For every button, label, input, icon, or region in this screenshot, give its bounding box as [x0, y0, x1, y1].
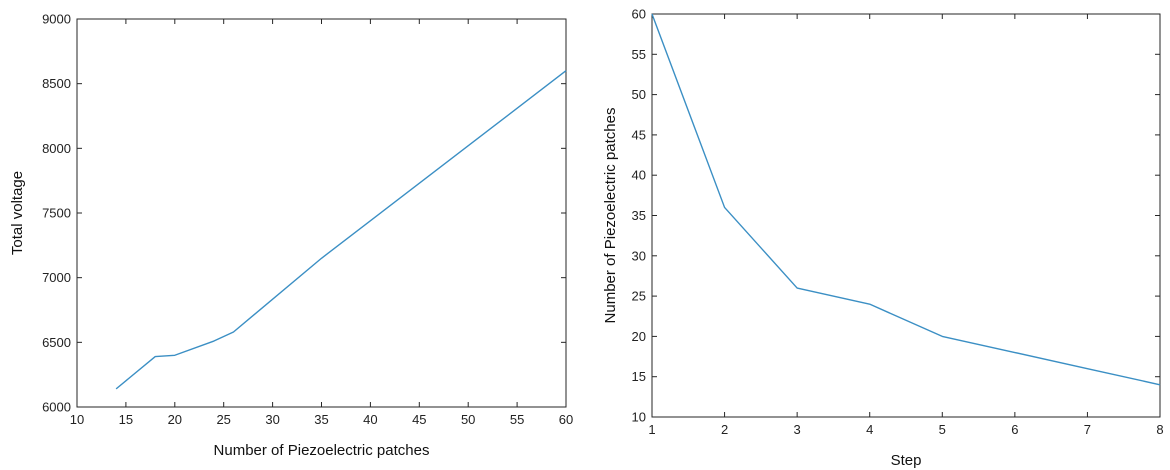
- x-tick-label: 50: [461, 412, 475, 427]
- y-tick-label: 35: [632, 208, 646, 223]
- patches-chart-svg: 1 2 3 4 5 6 7 81015202530354045505560StepNumber…: [602, 7, 1164, 470]
- x-tick-label: 3: [794, 422, 801, 437]
- x-tick-label: 60: [559, 412, 573, 427]
- x-tick-label: 8: [1156, 422, 1163, 437]
- plot-area-frame: [76, 18, 567, 408]
- y-tick-label: 30: [632, 248, 646, 263]
- series-line: [115, 70, 567, 390]
- voltage-chart: 10 15 20 25 30 35 40 45 50 55 60 6000 6500 7000 7500 80…: [9, 12, 573, 460]
- y-axis-label: Number of Piezoelectric patches: [602, 108, 619, 324]
- y-tick-label: 6000: [42, 400, 71, 415]
- y-tick-label: 6500: [42, 335, 71, 350]
- x-tick-label: 5: [939, 422, 946, 437]
- series-line: [651, 13, 1161, 386]
- x-tick-label: 4: [866, 422, 873, 437]
- x-tick-label: 25: [216, 412, 230, 427]
- y-tick-label: 8500: [42, 76, 71, 91]
- y-tick-label: 60: [632, 7, 646, 22]
- y-tick-label: 7500: [42, 206, 71, 221]
- plot-area-frame: [651, 13, 1161, 418]
- x-tick-label: 30: [265, 412, 279, 427]
- y-tick-label: 9000: [42, 12, 71, 27]
- y-tick-label: 15: [632, 369, 646, 384]
- x-axis-label: Step: [891, 452, 922, 469]
- x-tick-label: 1: [648, 422, 655, 437]
- x-tick-label: 55: [510, 412, 524, 427]
- x-tick-label: 7: [1084, 422, 1091, 437]
- y-tick-label: 55: [632, 47, 646, 62]
- y-tick-label: 20: [632, 329, 646, 344]
- x-tick-label: 10: [70, 412, 84, 427]
- x-tick-label: 6: [1011, 422, 1018, 437]
- x-axis-label: Number of Piezoelectric patches: [214, 442, 430, 459]
- y-tick-label: 45: [632, 127, 646, 142]
- y-tick-label: 10: [632, 410, 646, 425]
- x-tick-label: 2: [721, 422, 728, 437]
- y-tick-label: 40: [632, 168, 646, 183]
- x-tick-label: 45: [412, 412, 426, 427]
- y-tick-label: 7000: [42, 270, 71, 285]
- x-tick-label: 20: [168, 412, 182, 427]
- patches-chart: 1 2 3 4 5 6 7 8 10 15 20 25 30 35 40 45 50 55 60 Step Number…: [590, 0, 1170, 470]
- y-tick-label: 25: [632, 289, 646, 304]
- x-tick-label: 40: [363, 412, 377, 427]
- voltage-chart-svg: 10 15 20 25 30 35 40 45 50 55 60 6000 6500 7000 7500 80…: [9, 12, 573, 460]
- y-tick-label: 8000: [42, 141, 71, 156]
- x-tick-label: 35: [314, 412, 328, 427]
- y-axis-label: Total voltage: [9, 171, 26, 255]
- x-tick-label: 15: [119, 412, 133, 427]
- y-tick-label: 50: [632, 87, 646, 102]
